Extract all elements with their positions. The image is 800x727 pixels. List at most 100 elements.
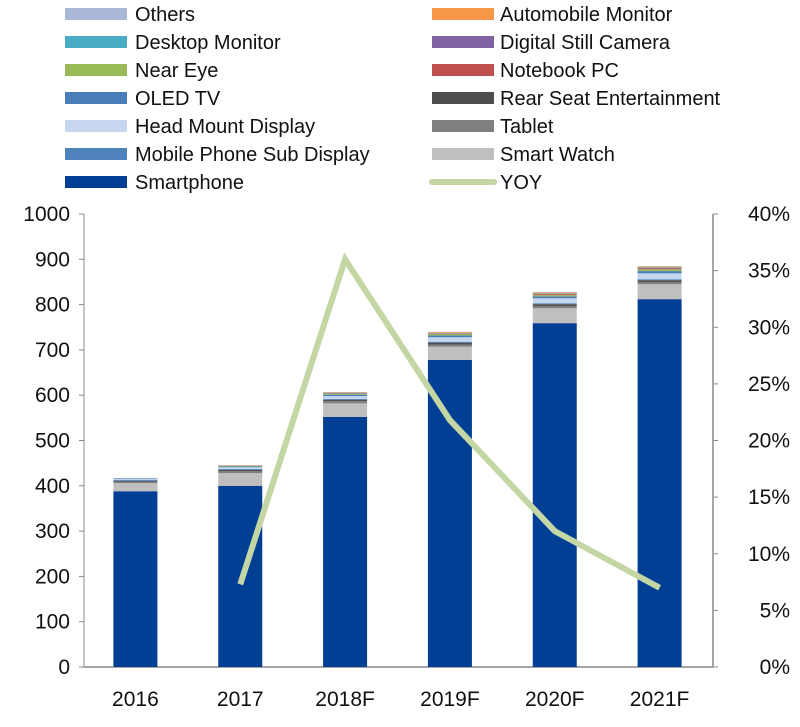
bar-smart-watch [638,284,682,299]
bar-smartphone [113,491,157,667]
legend-swatch [432,64,494,76]
bar-automobile-monitor [323,392,367,393]
legend-swatch [65,148,127,160]
legend-label: Automobile Monitor [500,4,673,26]
y2-tick-label: 25% [748,373,790,396]
legend-label: Mobile Phone Sub Display [135,144,370,166]
bar-others [323,392,367,393]
legend-label: Tablet [500,116,554,138]
bar-tablet [218,471,262,473]
bar-tablet [323,401,367,403]
legend-swatch [65,8,127,20]
legend-label: YOY [500,172,542,194]
bar-rear-seat-entertainment [113,481,157,482]
bar-automobile-monitor [638,267,682,268]
y-tick-label: 400 [35,475,70,498]
legend-swatch [65,64,127,76]
bar-automobile-monitor [428,332,472,333]
bar-head-mount-display [638,273,682,279]
bar-others [428,332,472,333]
bar-head-mount-display [428,337,472,342]
bar-smart-watch [533,308,577,323]
bar-digital-still-camera [638,268,682,269]
bar-desktop-monitor [638,267,682,268]
bar-oled-tv [533,296,577,298]
legend-swatch [65,36,127,48]
y-tick-label: 600 [35,384,70,407]
bar-rear-seat-entertainment [218,470,262,471]
legend-label: Notebook PC [500,60,619,82]
bar-smartphone [638,299,682,667]
bar-tablet [428,344,472,346]
bar-notebook-pc [533,294,577,295]
bar-smart-watch [323,403,367,417]
y-tick-label: 200 [35,565,70,588]
bar-mobile-phone-sub-display [428,342,472,343]
bar-oled-tv [428,335,472,337]
bar-head-mount-display [533,298,577,303]
legend-label: Digital Still Camera [500,32,671,54]
bar-mobile-phone-sub-display [323,399,367,400]
bar-oled-tv [323,395,367,396]
bar-rear-seat-entertainment [638,280,682,282]
bar-near-eye [428,334,472,335]
y-tick-label: 1000 [23,203,70,226]
y2-tick-label: 10% [748,543,790,566]
y2-tick-label: 15% [748,486,790,509]
bars [113,266,681,667]
legend-swatch [432,92,494,104]
y2-tick-label: 30% [748,316,790,339]
legend-swatch [65,92,127,104]
bar-near-eye [218,466,262,467]
bar-others [113,478,157,479]
y-tick-label: 700 [35,339,70,362]
bar-tablet [113,482,157,483]
bar-head-mount-display [218,467,262,469]
bar-automobile-monitor [218,465,262,466]
legend-label: Desktop Monitor [135,32,281,54]
bar-near-eye [533,295,577,296]
y2-tick-label: 35% [748,260,790,283]
y-tick-label: 800 [35,294,70,317]
x-tick-label: 2016 [112,688,159,711]
y-tick-label: 100 [35,611,70,634]
bar-automobile-monitor [533,292,577,293]
bar-smart-watch [113,483,157,491]
y2-tick-label: 0% [760,656,790,679]
bar-mobile-phone-sub-display [218,469,262,470]
bar-tablet [638,282,682,284]
legend-swatch [65,120,127,132]
bar-others [533,292,577,293]
legend-swatch [432,148,494,160]
x-tick-label: 2021F [630,688,690,711]
bar-rear-seat-entertainment [323,400,367,401]
bar-smartphone [428,360,472,667]
bar-digital-still-camera [533,294,577,295]
bar-rear-seat-entertainment [533,304,577,306]
bar-notebook-pc [638,268,682,269]
bar-desktop-monitor [323,393,367,394]
legend-label: Smartphone [135,172,244,194]
x-tick-label: 2019F [420,688,480,711]
bar-mobile-phone-sub-display [638,279,682,280]
bar-head-mount-display [323,396,367,399]
legend-label: Others [135,4,195,26]
bar-oled-tv [113,479,157,480]
y-tick-label: 300 [35,520,70,543]
y2-tick-label: 20% [748,430,790,453]
legend-label: Smart Watch [500,144,615,166]
legend-label: OLED TV [135,88,221,110]
y-tick-label: 900 [35,248,70,271]
bar-rear-seat-entertainment [428,343,472,345]
bar-near-eye [323,394,367,395]
bar-others [638,266,682,267]
axes [79,214,718,667]
x-tick-label: 2018F [315,688,375,711]
y-tick-label: 500 [35,430,70,453]
y-tick-label: 0 [58,656,70,679]
legend-swatch [432,36,494,48]
bar-smart-watch [218,473,262,486]
bar-near-eye [638,269,682,271]
